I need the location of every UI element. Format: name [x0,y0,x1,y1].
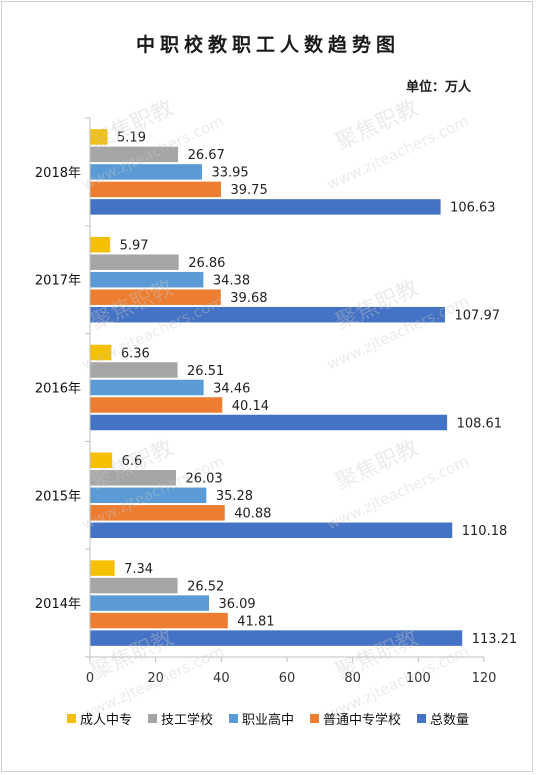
unit-label: 单位：万人 [406,80,472,95]
legend-label: 成人中专 [79,713,132,728]
bar [90,470,176,486]
category-label: 2015年 [35,489,81,504]
bar [90,452,113,469]
legend-item: 普通中专学校 [310,709,401,728]
bar [90,414,448,431]
bar [90,630,463,646]
bar [90,236,111,253]
bar [90,379,204,396]
data-label: 34.46 [213,381,250,396]
bar [90,397,223,413]
x-tick-label: 100 [406,671,431,686]
category-label: 2014年 [35,597,81,612]
bar [90,146,179,163]
x-tick-label: 80 [344,671,361,686]
legend-label: 职业高中 [241,713,294,728]
bar [90,595,209,611]
bar [90,289,221,305]
bar [90,505,225,521]
data-label: 106.63 [450,201,496,216]
data-label: 39.75 [231,183,268,198]
data-label: 26.86 [188,256,225,271]
x-tick-label: 20 [147,671,164,686]
bar [90,199,441,215]
category-label: 2018年 [35,166,81,181]
category-label: 2017年 [35,274,81,289]
data-label: 34.38 [213,273,250,288]
data-label: 41.81 [237,614,274,629]
legend-item: 技工学校 [147,709,213,728]
data-label: 39.68 [230,291,267,306]
legend-swatch [417,714,427,723]
x-tick-label: 60 [279,671,296,686]
data-label: 40.14 [232,399,269,414]
data-label: 33.95 [211,166,248,181]
bar [90,181,222,198]
legend-swatch [310,714,319,723]
x-tick-label: 0 [86,671,94,686]
data-label: 7.34 [124,562,153,577]
data-label: 110.18 [462,524,508,539]
bar [90,271,204,288]
bar [90,344,112,361]
bar [90,487,207,504]
category-label: 2016年 [35,382,81,397]
bar [90,129,108,145]
data-label: 6.36 [121,346,150,361]
data-label: 26.51 [187,364,224,379]
bar [90,362,178,378]
bar [90,254,179,270]
legend-label: 总数量 [430,713,470,728]
data-label: 5.19 [117,131,146,146]
data-label: 36.09 [218,597,255,612]
legend-swatch [66,714,76,723]
data-label: 113.21 [472,632,518,647]
legend-label: 技工学校 [160,713,213,728]
data-label: 35.28 [216,489,253,504]
legend-item: 总数量 [417,709,469,728]
data-label: 5.97 [120,238,149,253]
data-label: 26.52 [187,579,224,594]
bar [90,560,115,576]
legend-item: 职业高中 [228,709,294,728]
data-label: 40.88 [234,507,271,522]
bar [90,164,202,180]
data-label: 6.6 [122,454,143,469]
data-label: 108.61 [457,416,503,431]
x-tick-label: 120 [472,671,497,686]
legend-label: 普通中专学校 [323,713,402,728]
bar [90,577,178,594]
bar [90,306,446,323]
bar [90,612,228,629]
x-tick-label: 40 [213,671,230,686]
legend-swatch [228,714,238,723]
bar [90,522,453,539]
legend-swatch [147,714,157,723]
legend-item: 成人中专 [66,709,132,728]
chart-legend: 成人中专 技工学校 职业高中 普通中专学校 总数量 [0,709,536,728]
data-label: 107.97 [455,308,501,323]
data-label: 26.03 [185,472,222,487]
data-label: 26.67 [188,148,225,163]
chart-title: 中职校教职工人数趋势图 [135,34,400,56]
